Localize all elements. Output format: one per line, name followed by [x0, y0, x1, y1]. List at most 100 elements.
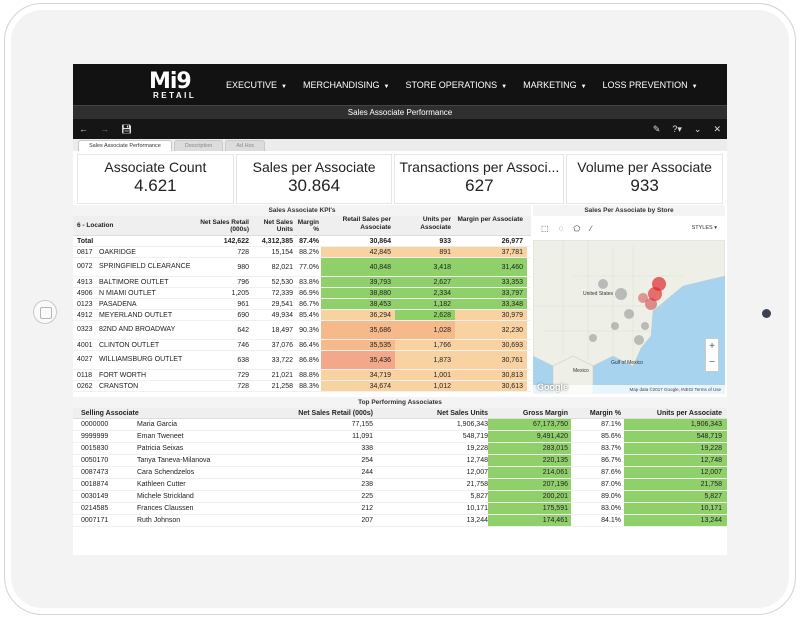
table-row[interactable]: 0072 SPRINGFIELD CLEARANCE 980 82,021 77.0% 4…	[73, 258, 531, 277]
nav-item-executive[interactable]: EXECUTIVE ▼	[218, 80, 295, 90]
upa-cell: 1,906,343	[624, 419, 727, 430]
table-row[interactable]: 0118 FORT WORTH 729 21,021 88.8% 34,719 1,001 3…	[73, 370, 531, 381]
header-net-sales-units[interactable]: Net Sales Units	[263, 218, 293, 233]
associate-id: 9999999	[81, 433, 109, 440]
nsu-cell: 12,748	[466, 457, 488, 464]
tab-description[interactable]: Description	[173, 140, 224, 151]
table-row[interactable]: 0123 PASADENA 961 29,541 86.7% 38,453 1,182 33,…	[73, 299, 531, 310]
lasso-icon[interactable]: ◌	[558, 223, 564, 233]
table-row[interactable]: 4906 N MIAMI OUTLET 1,205 72,339 86.9% 38,880…	[73, 288, 531, 299]
nsu-cell: 37,076	[271, 341, 293, 349]
table-row[interactable]: 0050170 Tanya Taneva-Milanova 254 12,748 220…	[73, 455, 727, 467]
tab-sales-associate-performance[interactable]: Sales Associate Performance	[78, 140, 172, 151]
margin-pct-cell: 86.7%	[601, 457, 621, 464]
kpi-total-row[interactable]: Total 142,622 4,312,385 87.4% 30,864 933…	[73, 236, 531, 247]
nsu-cell: 15,154	[271, 248, 293, 256]
kpi-label: Sales per Associate	[252, 159, 376, 175]
map-attribution[interactable]: Map data ©2017 Google, INEGI Terms of Us…	[533, 385, 725, 394]
header-margin-pct[interactable]: Margin %	[297, 218, 319, 233]
nav-item-store-operations[interactable]: STORE OPERATIONS ▼	[397, 80, 515, 90]
header-nsu[interactable]: Net Sales Units	[437, 409, 488, 417]
kpi-card[interactable]: Associate Count 4.621	[77, 154, 234, 204]
kpi-cards: Associate Count 4.621 Sales per Associate 3…	[73, 154, 727, 204]
nav-item-label: MARKETING	[523, 79, 577, 90]
location-name: OAKRIDGE	[99, 248, 136, 256]
rsa-cell: 39,793	[321, 277, 395, 287]
header-gross-margin[interactable]: Gross Margin	[522, 410, 568, 417]
table-row[interactable]: 0018874 Kathleen Cutter 238 21,758 207,196 87…	[73, 479, 727, 491]
rsa-cell: 35,535	[321, 340, 395, 350]
line-icon[interactable]: ∕	[590, 223, 592, 233]
edit-icon[interactable]: ✎	[652, 123, 661, 134]
table-row[interactable]: 0817 OAKRIDGE 728 15,154 88.2% 42,845 891 37,78…	[73, 247, 531, 258]
table-row[interactable]: 0000000 Maria Garcia 77,155 1,906,343 67,173…	[73, 419, 727, 431]
table-row[interactable]: 0015830 Patricia Seixas 338 19,228 283,015 83…	[73, 443, 727, 455]
header-units-per-assoc[interactable]: Units per Associate	[656, 410, 722, 417]
google-logo[interactable]: Google	[537, 382, 568, 392]
margin-pct-cell: 77.0%	[299, 263, 319, 271]
store-map[interactable]: ⬚ ◌ ⬠ ∕ STYLES ▾ United States Mexico Gu…	[533, 216, 725, 394]
styles-dropdown[interactable]: STYLES ▾	[691, 225, 717, 231]
tab-ad-hoc[interactable]: Ad Hoc	[225, 140, 266, 151]
nav-item-label: STORE OPERATIONS	[405, 79, 498, 90]
forward-icon[interactable]: →	[100, 124, 109, 134]
chevron-down-icon: ▼	[580, 83, 587, 90]
collapse-icon[interactable]: ⌄	[693, 123, 702, 134]
header-units-per-assoc[interactable]: Units per Associate	[420, 216, 451, 231]
upa-cell: 13,244	[624, 515, 727, 526]
header-margin-pct[interactable]: Margin %	[589, 409, 621, 417]
kpi-card[interactable]: Sales per Associate 30.864	[235, 154, 393, 204]
table-row[interactable]: 0323 82ND AND BROADWAY 642 18,497 90.3% 35,68…	[73, 321, 531, 340]
margin-pct-cell: 84.1%	[601, 517, 621, 524]
header-nsr[interactable]: Net Sales Retail (000s)	[298, 409, 373, 417]
save-icon[interactable]: 💾︎	[121, 123, 133, 134]
upa-cell: 2,334	[395, 288, 455, 298]
home-button[interactable]	[33, 300, 57, 324]
nsr-cell: 642	[237, 326, 249, 334]
table-row[interactable]: 9999999 Eman Tweneet 11,091 548,719 9,491,42…	[73, 431, 727, 443]
nav-item-loss-prevention[interactable]: LOSS PREVENTION ▼	[595, 80, 706, 90]
nsr-cell: 225	[361, 493, 373, 500]
kpi-rows: 0817 OAKRIDGE 728 15,154 88.2% 42,845 891 37,78…	[73, 247, 531, 392]
table-row[interactable]: 4913 BALTIMORE OUTLET 796 52,530 83.8% 39,793…	[73, 277, 531, 288]
header-retail-sales-per-assoc[interactable]: Retail Sales per Associate	[342, 216, 391, 231]
header-location[interactable]: 6 - Location	[77, 222, 114, 229]
nsu-cell: 1,906,343	[456, 421, 488, 428]
table-row[interactable]: 4027 WILLIAMSBURG OUTLET 638 33,722 86.8% 35,…	[73, 351, 531, 370]
header-margin-per-assoc[interactable]: Margin per Associate	[457, 216, 523, 223]
table-row[interactable]: 0214585 Frances Claussen 212 10,171 175,591 8…	[73, 503, 727, 515]
margin-pct-cell: 83.8%	[299, 278, 319, 286]
gross-margin-cell: 174,461	[488, 515, 571, 526]
select-rect-icon[interactable]: ⬚	[541, 223, 549, 233]
associate-id: 0007171	[81, 517, 109, 524]
location-name: WILLIAMSBURG OUTLET	[99, 356, 183, 363]
table-row[interactable]: 0087473 Cara Schendzelos 244 12,007 214,061 8…	[73, 467, 727, 479]
header-net-sales-retail[interactable]: Net Sales Retail (000s)	[200, 218, 249, 233]
location-code: 4913	[77, 278, 93, 286]
map-title: Sales Per Associate by Store	[533, 205, 725, 216]
table-row[interactable]: 4001 CLINTON OUTLET 746 37,076 86.4% 35,535 1,…	[73, 340, 531, 351]
kpi-card[interactable]: Transactions per Associ... 627	[394, 154, 565, 204]
zoom-out-button[interactable]: −	[709, 357, 715, 368]
nav-item-marketing[interactable]: MARKETING ▼	[515, 80, 594, 90]
top-performers-table: Top Performing Associates Selling Associ…	[73, 397, 727, 527]
top-nav: Mi9 RETAIL EXECUTIVE ▼ MERCHANDISING ▼ STORE…	[73, 64, 727, 105]
table-row[interactable]: 0262 CRANSTON 728 21,258 88.3% 34,674 1,012 30,…	[73, 381, 531, 392]
table-row[interactable]: 4912 MEYERLAND OUTLET 690 49,934 85.4% 36,294…	[73, 310, 531, 321]
table-row[interactable]: 0030149 Michele Strickland 225 5,827 200,201…	[73, 491, 727, 503]
upa-cell: 1,182	[395, 299, 455, 309]
header-associate[interactable]: Selling Associate	[81, 409, 139, 417]
back-icon[interactable]: ←	[79, 124, 88, 134]
associate-id: 0000000	[81, 421, 109, 428]
zoom-in-button[interactable]: +	[709, 341, 715, 352]
nav-item-merchandising[interactable]: MERCHANDISING ▼	[295, 80, 397, 90]
kpi-card[interactable]: Volume per Associate 933	[566, 154, 723, 204]
mi9-logo[interactable]: Mi9 RETAIL	[73, 64, 203, 105]
associate-id: 0030149	[81, 493, 109, 500]
nsr-cell: 728	[237, 248, 249, 256]
table-row[interactable]: 0007171 Ruth Johnson 207 13,244 174,461 84.1%…	[73, 515, 727, 527]
location-code: 0262	[77, 382, 93, 390]
close-icon[interactable]: ✕	[713, 123, 721, 134]
help-icon[interactable]: ?▾	[672, 123, 682, 134]
polygon-icon[interactable]: ⬠	[573, 223, 581, 233]
